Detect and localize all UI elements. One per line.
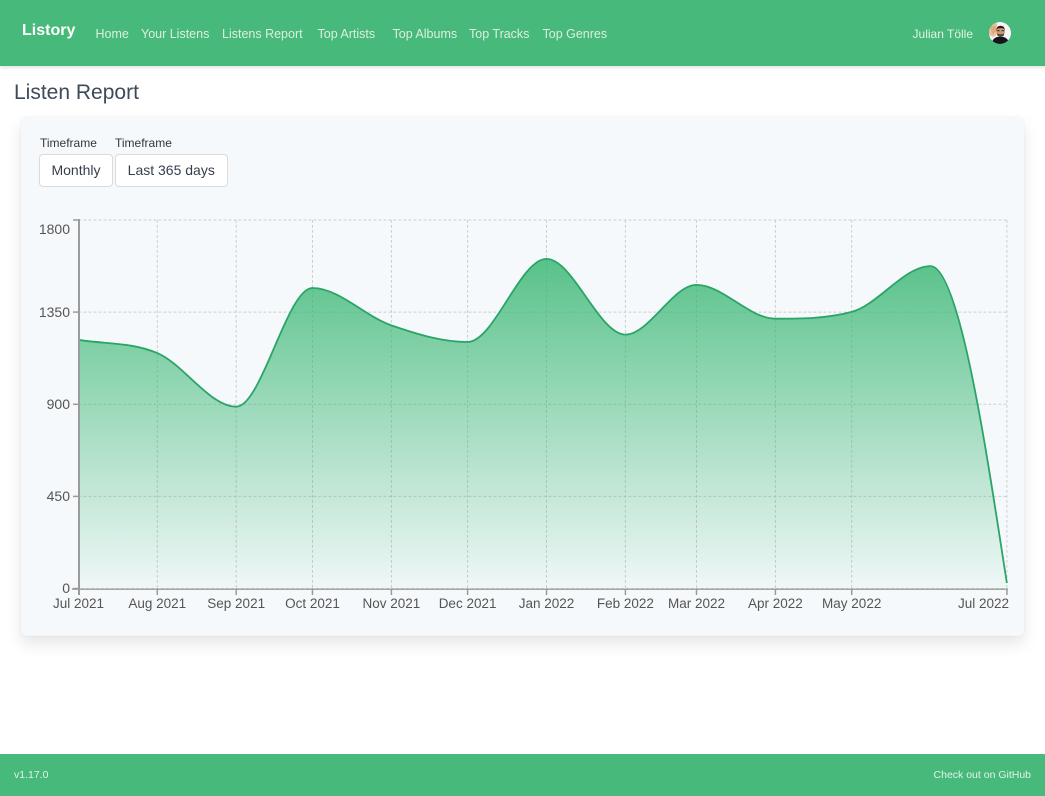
svg-text:450: 450 <box>47 488 71 504</box>
svg-text:Sep 2021: Sep 2021 <box>207 596 265 611</box>
svg-text:0: 0 <box>62 580 70 596</box>
svg-text:Apr 2022: Apr 2022 <box>748 596 803 611</box>
svg-text:Jul 2021: Jul 2021 <box>53 596 104 611</box>
svg-text:900: 900 <box>47 396 71 412</box>
svg-text:1350: 1350 <box>39 304 70 320</box>
svg-text:May 2022: May 2022 <box>822 596 881 611</box>
svg-text:Jan 2022: Jan 2022 <box>519 596 575 611</box>
svg-text:1800: 1800 <box>39 221 70 237</box>
svg-text:Nov 2021: Nov 2021 <box>363 596 421 611</box>
svg-text:Dec 2021: Dec 2021 <box>439 596 497 611</box>
svg-text:Aug 2021: Aug 2021 <box>128 596 186 611</box>
svg-text:Jul 2022: Jul 2022 <box>958 596 1009 611</box>
svg-text:Feb 2022: Feb 2022 <box>597 596 654 611</box>
svg-text:Oct 2021: Oct 2021 <box>285 596 340 611</box>
svg-text:Mar 2022: Mar 2022 <box>668 596 725 611</box>
